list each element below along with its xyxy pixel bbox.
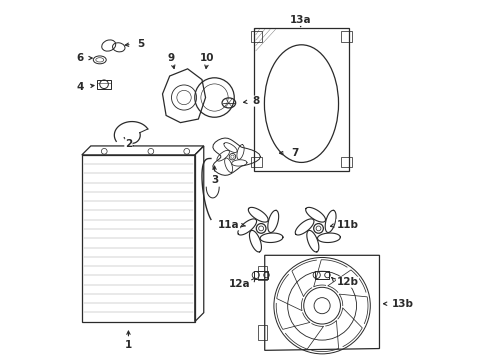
Text: 12a: 12a <box>229 279 250 289</box>
Text: 9: 9 <box>168 53 175 63</box>
Text: 1: 1 <box>125 340 132 350</box>
Circle shape <box>316 226 321 231</box>
Circle shape <box>259 226 264 231</box>
Text: 10: 10 <box>200 53 215 63</box>
Text: 7: 7 <box>292 148 299 158</box>
Text: 11a: 11a <box>218 220 240 230</box>
Circle shape <box>231 155 234 158</box>
Text: 13a: 13a <box>290 15 312 26</box>
Text: 11b: 11b <box>337 220 359 230</box>
Text: 2: 2 <box>125 139 132 149</box>
Text: 12b: 12b <box>337 277 359 287</box>
Text: 5: 5 <box>137 39 145 49</box>
Text: 6: 6 <box>76 53 84 63</box>
Text: 4: 4 <box>76 82 84 92</box>
Text: 8: 8 <box>252 96 259 106</box>
Text: 3: 3 <box>211 175 218 185</box>
Text: 13b: 13b <box>392 299 414 309</box>
